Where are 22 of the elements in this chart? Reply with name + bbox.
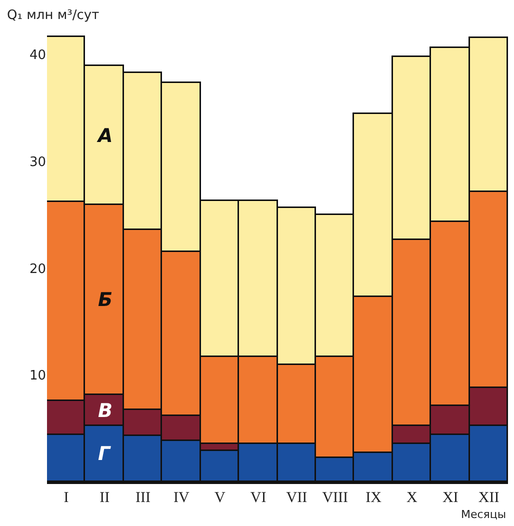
x-tick-label: IV — [174, 490, 190, 506]
y-axis-title: Q₁ млн м³/сут — [7, 8, 100, 23]
series-label: А — [96, 125, 113, 147]
x-tick-label: XI — [442, 490, 458, 506]
x-tick-label: IX — [366, 490, 382, 506]
y-tick-label: 20 — [29, 262, 46, 277]
x-tick-label: XII — [478, 490, 500, 506]
series-label: Б — [98, 289, 112, 311]
y-tick-label: 40 — [29, 48, 46, 63]
y-tick-label: 10 — [29, 368, 46, 384]
series-label: Г — [98, 443, 111, 465]
x-tick-label: VI — [250, 490, 266, 506]
x-tick-label: III — [136, 490, 151, 506]
x-tick-label: II — [100, 490, 110, 506]
x-axis-title: Месяцы — [461, 508, 506, 521]
x-tick-label: I — [64, 490, 69, 506]
series-label: В — [98, 400, 112, 422]
x-tick-label: X — [406, 490, 418, 506]
x-tick-label: V — [214, 490, 226, 506]
x-tick-label: VII — [286, 490, 308, 506]
y-tick-label: 30 — [29, 154, 46, 170]
x-tick-label: VIII — [322, 490, 348, 506]
